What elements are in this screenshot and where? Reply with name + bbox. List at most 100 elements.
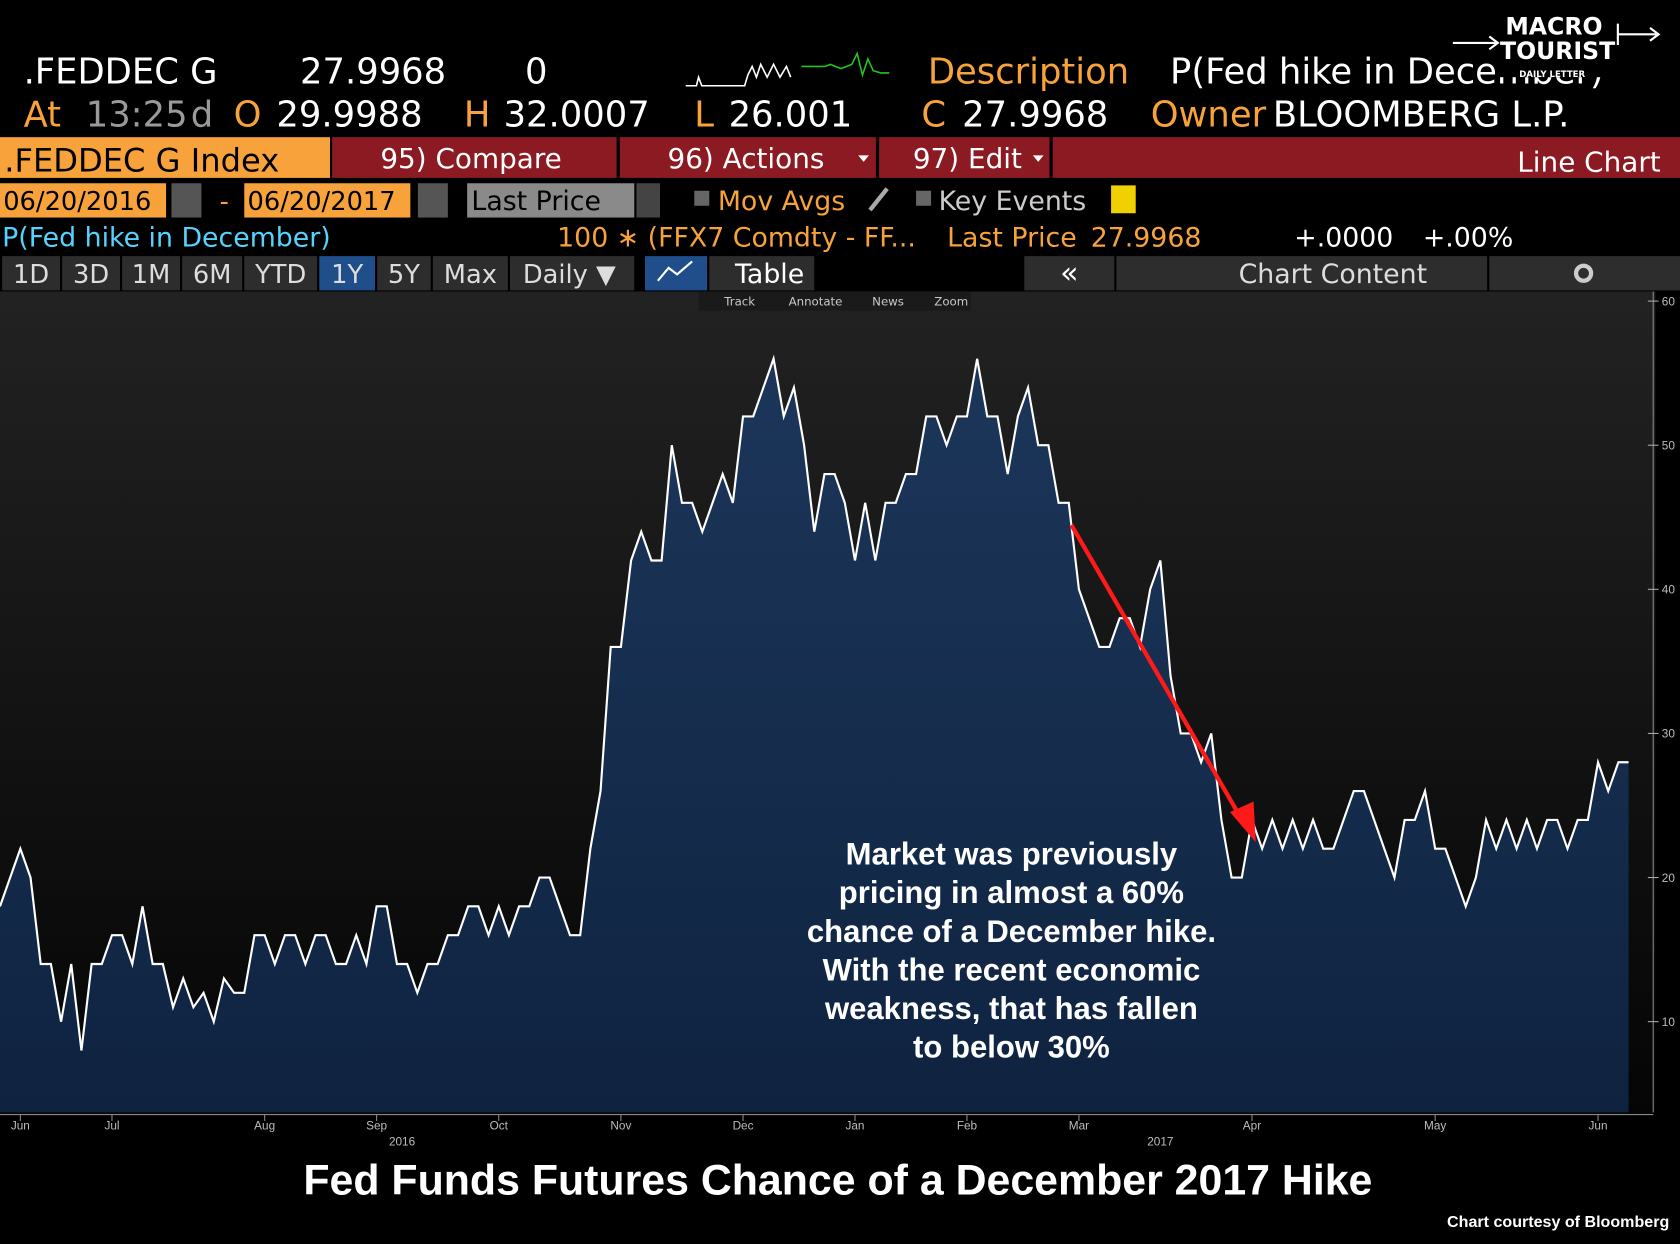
description-label: Description [928,52,1129,93]
period-label: 1M [132,260,171,290]
checkbox[interactable] [694,190,710,206]
annotation-line: Market was previously [846,837,1178,872]
table-button[interactable] [709,256,815,291]
end-date: 06/20/2017 [247,187,395,217]
x-tick-label: Oct [490,1120,509,1133]
ticker: .FEDDEC G [24,52,218,93]
period-button[interactable] [510,256,635,291]
legend-pct-change: +.00% [1423,222,1513,253]
date-separator: - [220,187,229,217]
security-box[interactable] [0,137,330,178]
period-button[interactable] [122,256,180,291]
x-tick-label: Nov [610,1120,631,1133]
toolbar-separator [616,137,1053,178]
x-tick-label: Jul [104,1120,119,1133]
chart-title: Fed Funds Futures Chance of a December 2… [303,1157,1372,1205]
y-tick-label: 20 [1662,872,1676,885]
x-tick-label: Aug [254,1120,275,1133]
x-tick-label: May [1424,1120,1446,1133]
tool-label[interactable]: Annotate [789,294,843,308]
tool-label[interactable]: Track [723,294,755,308]
time-suffix: d [191,94,213,135]
chart-content-button[interactable] [1116,256,1488,291]
period-label: 3D [73,260,109,290]
annotation-line: to below 30% [913,1030,1110,1065]
legend-name: P(Fed hike in December) [2,222,331,253]
at-label: At [24,94,62,135]
period-label: Daily ▼ [523,260,616,290]
security: .FEDDEC G Index [4,141,279,179]
close-label: C [921,94,946,135]
y-tick-label: 50 [1662,440,1676,453]
year-label: 2017 [1147,1136,1173,1149]
period-button[interactable] [244,256,318,291]
period-button[interactable] [377,256,431,291]
owner-label: Owner [1151,94,1267,135]
logo-bg [1497,8,1614,78]
compare-button[interactable]: 95) Compare [380,142,561,175]
actions-button[interactable]: 96) Actions [668,142,825,175]
x-tick-label: Feb [957,1120,978,1133]
sparkline [685,62,792,87]
close: 27.9968 [962,94,1108,135]
chart-icon [657,260,693,282]
area-fill [0,358,1629,1113]
period-button[interactable] [2,256,61,291]
owner: BLOOMBERG L.P. [1273,94,1570,135]
low-label: L [694,94,714,135]
last-price: 27.9968 [1091,222,1202,253]
field-box[interactable] [467,183,635,218]
x-tick-label: Jan [846,1120,865,1133]
period-button[interactable] [182,256,243,291]
chart-content-label: Chart Content [1239,259,1428,290]
high: 32.0007 [504,94,650,135]
time: 13:25 [86,94,188,135]
settings-button[interactable] [1489,256,1680,291]
info-icon[interactable] [1111,185,1136,214]
annotation-line: With the recent economic [823,952,1201,987]
tool-label[interactable]: News [872,294,904,308]
checkbox[interactable] [916,190,932,206]
start-date-box[interactable] [0,183,167,218]
x-tick-label: Dec [733,1120,754,1133]
toolbar-bar [332,137,1680,178]
period-label: 1Y [331,260,363,290]
x-tick-label: Apr [1243,1120,1261,1133]
period-label: 6M [193,260,232,290]
period-label: 1D [13,260,49,290]
x-tick-label: Mar [1069,1120,1089,1133]
open-label: O [234,94,262,135]
period-button[interactable] [432,256,508,291]
back-label: « [1060,256,1078,291]
logo-text: MACRO [1505,12,1602,40]
period-label: Max [444,260,497,290]
last-price-label: Last Price [947,222,1077,253]
period-button[interactable] [319,256,375,291]
y-tick-label: 30 [1662,728,1676,741]
x-tick-label: Jun [1589,1120,1608,1133]
calendar-icon[interactable] [417,183,448,218]
arrow [1069,523,1247,827]
back-button[interactable] [1024,256,1115,291]
pencil-icon[interactable] [868,187,889,212]
credit: Chart courtesy of Bloomberg [1447,1213,1669,1231]
field: Last Price [471,186,601,217]
y-tick-label: 10 [1662,1016,1676,1029]
tool-label[interactable]: Zoom [934,294,968,308]
table-label: Table [734,259,804,290]
end-date-box[interactable] [244,183,411,218]
legend-formula: 100 ∗ (FFX7 Comdty - FF... [557,222,916,253]
key-events: Key Events [939,186,1087,217]
change: 0 [525,52,548,93]
period-button[interactable] [62,256,120,291]
sparkline-green [801,51,890,78]
price: 27.9968 [300,52,446,93]
calendar-icon[interactable] [171,183,202,218]
edit-button[interactable]: 97) Edit [913,142,1022,175]
field-dropdown[interactable] [636,183,660,218]
y-tick-label: 40 [1662,584,1676,597]
mov-avgs: Mov Avgs [718,186,845,217]
